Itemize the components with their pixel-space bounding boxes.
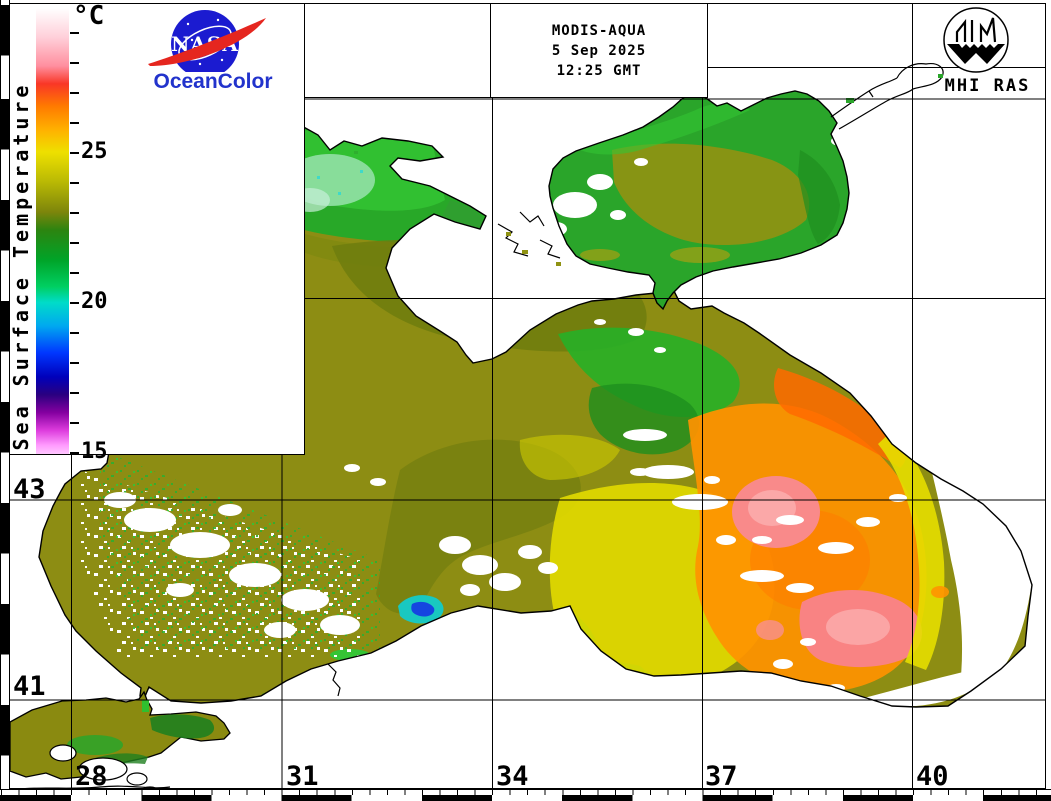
scene-date: 5 Sep 2025 xyxy=(551,42,647,59)
mhi-circle xyxy=(943,7,1009,73)
nasa-swoosh-icon xyxy=(148,18,266,66)
lat-label-43: 43 xyxy=(13,474,46,505)
colorbar-panel: Sea Surface Temperature °C 25 20 15 NASA… xyxy=(9,1,305,464)
colorbar-title: Sea Surface Temperature xyxy=(9,81,33,451)
nasa-logo: NASA xyxy=(148,10,266,72)
colorbar-tick-label-20: 20 xyxy=(81,289,108,314)
azov-sst-field xyxy=(549,103,849,263)
map-frame-bottom-chequer xyxy=(0,795,1051,801)
scene-time: 12:25 GMT xyxy=(556,62,642,79)
colorbar-tick-label-25: 25 xyxy=(81,139,108,164)
mhi-wave-ship-icon xyxy=(947,44,1005,64)
mhi-glyph-lines xyxy=(955,17,997,43)
colorbar-unit: °C xyxy=(73,1,105,31)
lat-label-41: 41 xyxy=(13,671,46,702)
lon-label-40: 40 xyxy=(916,761,949,792)
map-area: Sea Surface Temperature °C 25 20 15 NASA… xyxy=(9,1,1046,792)
lon-label-28: 28 xyxy=(75,761,108,792)
scene-info-box: MODIS-AQUA 5 Sep 2025 12:25 GMT xyxy=(491,4,708,98)
lon-label-31: 31 xyxy=(286,761,319,792)
sensor-name: MODIS-AQUA xyxy=(551,22,647,39)
mhi-ras-label: MHI RAS xyxy=(944,76,1031,96)
lon-label-34: 34 xyxy=(496,761,529,792)
marmara-sea xyxy=(10,690,231,786)
colorbar-tick-label-15: 15 xyxy=(81,439,108,464)
colorbar-ticks xyxy=(70,32,79,455)
mhi-ras-logo xyxy=(943,7,1009,73)
colorbar-gradient xyxy=(36,8,69,454)
oceancolor-label: OceanColor xyxy=(153,70,273,93)
lon-label-37: 37 xyxy=(705,761,738,792)
empty-info-box xyxy=(305,4,491,98)
